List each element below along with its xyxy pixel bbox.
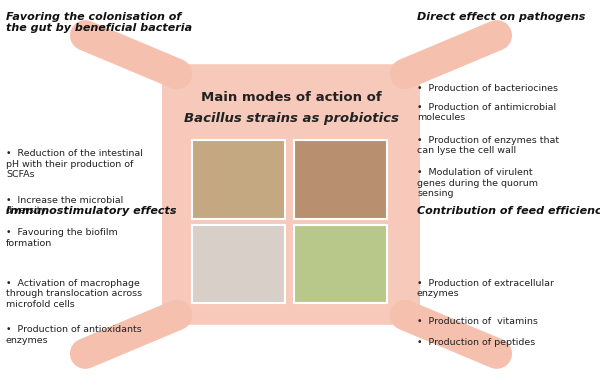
Text: Contribution of feed efficiency: Contribution of feed efficiency [417,206,600,216]
Bar [192,140,285,219]
Bar [294,225,387,303]
Text: •  Production of enzymes that
can lyse the cell wall: • Production of enzymes that can lyse th… [417,136,559,155]
Text: •  Increase the microbial
diversity: • Increase the microbial diversity [6,196,123,215]
Text: •  Production of antimicrobial
molecules: • Production of antimicrobial molecules [417,103,556,123]
Text: Main modes of action of: Main modes of action of [200,91,382,104]
Text: •  Production of extracellular
enzymes: • Production of extracellular enzymes [417,279,554,298]
Bar [294,140,387,219]
Bar [192,225,285,303]
Text: •  Production of antioxidants
enzymes: • Production of antioxidants enzymes [6,326,142,345]
Text: •  Favouring the biofilm
formation: • Favouring the biofilm formation [6,228,118,248]
Text: Immunostimulatory effects: Immunostimulatory effects [6,206,176,216]
Text: •  Reduction of the intestinal
pH with their production of
SCFAs: • Reduction of the intestinal pH with th… [6,149,143,179]
Text: •  Activation of macrophage
through translocation across
microfold cells: • Activation of macrophage through trans… [6,279,142,308]
Text: •  Production of  vitamins: • Production of vitamins [417,317,538,326]
Text: Direct effect on pathogens: Direct effect on pathogens [417,12,586,22]
Text: •  Production of bacteriocines: • Production of bacteriocines [417,84,558,93]
FancyBboxPatch shape [162,64,420,325]
Text: •  Modulation of virulent
genes during the quorum
sensing: • Modulation of virulent genes during th… [417,168,538,198]
Text: Favoring the colonisation of
the gut by beneficial bacteria: Favoring the colonisation of the gut by … [6,12,192,33]
Text: Bacillus strains as probiotics: Bacillus strains as probiotics [184,112,398,125]
Text: •  Production of peptides: • Production of peptides [417,338,535,347]
